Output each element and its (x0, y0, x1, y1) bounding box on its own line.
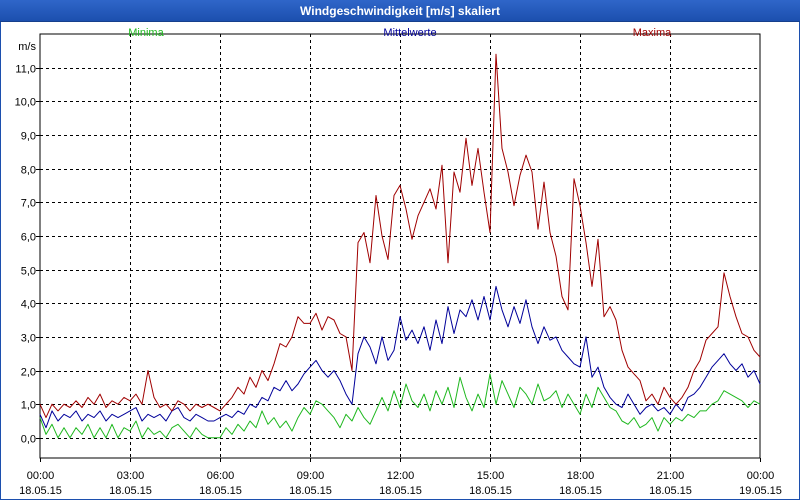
x-tick-label-time: 06:00 (207, 470, 235, 482)
x-tick-label-date: 18.05.15 (469, 485, 512, 497)
window-title: Windgeschwindigkeit [m/s] skaliert (0, 0, 800, 22)
x-tick-label-date: 18.05.15 (379, 485, 422, 497)
legend-max: Maxima (633, 27, 672, 39)
series-line-max (39, 53, 761, 419)
x-tick-label-time: 15:00 (477, 470, 505, 482)
x-tick-label-time: 18:00 (567, 470, 595, 482)
x-tick-label-time: 21:00 (657, 470, 685, 482)
x-tick-label-date: 18.05.15 (289, 485, 332, 497)
series-line-mean (39, 285, 761, 429)
x-tick-label-date: 18.05.15 (559, 485, 602, 497)
y-tick-label: 2,0 (21, 367, 36, 379)
y-tick-label: 6,0 (21, 232, 36, 244)
y-axis-unit-label: m/s (18, 41, 36, 53)
y-tick-label: 3,0 (21, 333, 36, 345)
x-tick-label-date: 18.05.15 (649, 485, 692, 497)
x-tick-label-time: 09:00 (297, 470, 325, 482)
y-tick-label: 0,0 (21, 434, 36, 446)
y-tick-label: 10,0 (15, 97, 36, 109)
y-tick-label: 9,0 (21, 131, 36, 143)
x-tick-label-date: 18.05.15 (109, 485, 152, 497)
x-tick-label-date: 18.05.15 (199, 485, 242, 497)
y-tick-label: 4,0 (21, 299, 36, 311)
y-tick-label: 8,0 (21, 165, 36, 177)
y-tick-label: 7,0 (21, 198, 36, 210)
x-tick-label-time: 03:00 (117, 470, 145, 482)
x-tick-label-date: 19.05.15 (739, 485, 782, 497)
x-tick-label-time: 00:00 (747, 470, 775, 482)
y-tick-label: 5,0 (21, 266, 36, 278)
series-line-min (39, 373, 761, 439)
x-tick-label-date: 18.05.15 (19, 485, 62, 497)
legend-min: Minima (128, 27, 164, 39)
legend-mean: Mittelwerte (383, 27, 436, 39)
x-tick-label-time: 12:00 (387, 470, 415, 482)
y-tick-label: 11,0 (15, 64, 36, 76)
y-tick-label: 1,0 (21, 400, 36, 412)
x-tick-label-time: 00:00 (27, 470, 55, 482)
